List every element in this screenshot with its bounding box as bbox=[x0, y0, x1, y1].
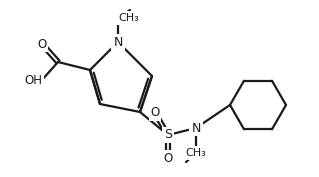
Text: S: S bbox=[164, 129, 172, 141]
Text: CH₃: CH₃ bbox=[186, 148, 206, 158]
Text: O: O bbox=[150, 107, 160, 119]
Text: OH: OH bbox=[24, 73, 42, 87]
Text: O: O bbox=[37, 38, 47, 50]
Text: O: O bbox=[163, 152, 173, 164]
Text: N: N bbox=[191, 121, 201, 135]
Text: N: N bbox=[113, 36, 123, 48]
Text: CH₃: CH₃ bbox=[118, 13, 139, 23]
